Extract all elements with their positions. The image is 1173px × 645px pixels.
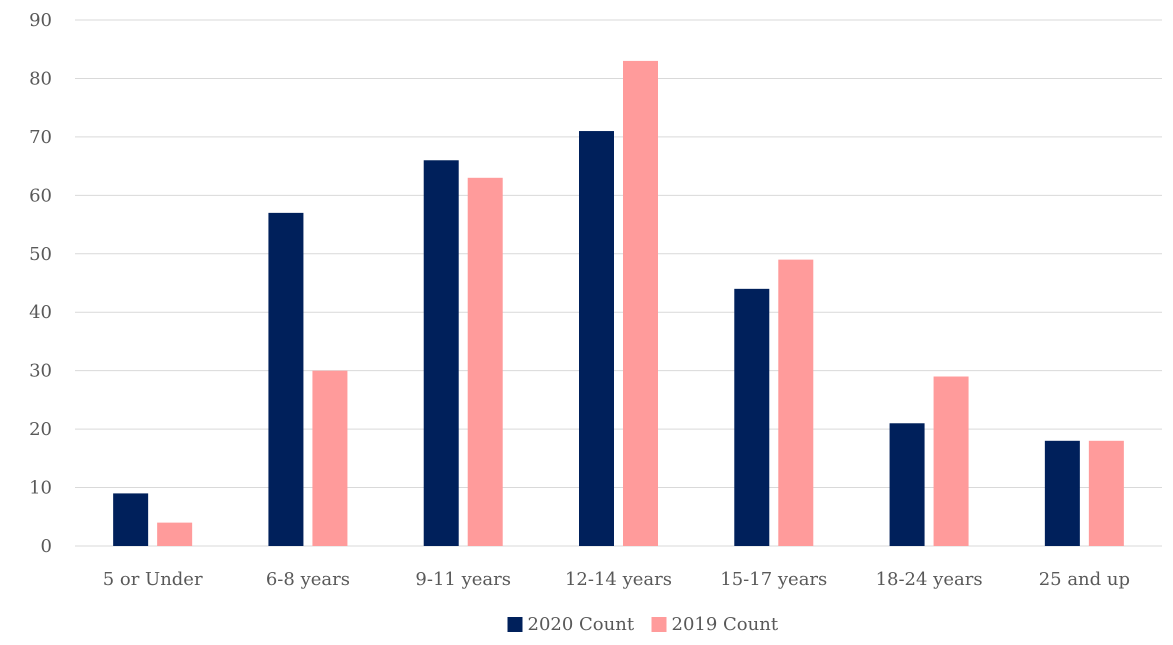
legend-swatch: [651, 617, 667, 632]
bar-2019-count-5: [933, 376, 969, 546]
bar-2020-count-0: [113, 493, 149, 546]
legend-swatch: [507, 617, 523, 632]
x-tick-label: 12-14 years: [565, 569, 672, 590]
y-tick-label: 50: [29, 244, 52, 265]
y-tick-label: 70: [29, 127, 52, 148]
bar-2019-count-2: [467, 177, 503, 547]
y-tick-label: 40: [29, 302, 52, 323]
bars: [113, 60, 1124, 547]
bar-2020-count-6: [1044, 440, 1080, 546]
bar-2020-count-2: [423, 160, 459, 546]
x-tick-label: 9-11 years: [415, 569, 511, 590]
x-tick-label: 15-17 years: [720, 569, 827, 590]
bar-2019-count-4: [778, 259, 814, 546]
bar-2020-count-1: [268, 212, 304, 546]
x-axis-tick-labels: 5 or Under 6-8 years 9-11 years 12-14 years…: [103, 569, 1130, 590]
y-tick-label: 20: [29, 419, 52, 440]
legend-label: 2019 Count: [672, 614, 779, 635]
y-tick-label: 0: [41, 536, 52, 557]
x-tick-label: 18-24 years: [876, 569, 983, 590]
y-tick-label: 60: [29, 185, 52, 206]
bar-2019-count-6: [1088, 440, 1124, 546]
x-tick-label: 25 and up: [1039, 569, 1130, 590]
gridlines: [75, 19, 1162, 547]
y-axis-tick-labels: 0 10 20 30 40 50 60 70 80 90: [29, 10, 52, 557]
bar-2020-count-3: [579, 131, 614, 547]
bar-2019-count-0: [157, 522, 193, 546]
legend: 2020 Count 2019 Count: [507, 614, 779, 635]
legend-label: 2020 Count: [528, 614, 635, 635]
bar-2020-count-4: [734, 288, 770, 546]
x-tick-label: 6-8 years: [266, 569, 350, 590]
bar-2020-count-5: [889, 423, 925, 546]
y-tick-label: 80: [29, 68, 52, 89]
bar-2019-count-3: [623, 60, 658, 547]
y-tick-label: 30: [29, 361, 52, 382]
y-tick-label: 10: [29, 478, 52, 499]
bar-2019-count-1: [312, 370, 348, 546]
x-tick-label: 5 or Under: [103, 569, 203, 590]
y-tick-label: 90: [29, 10, 52, 31]
